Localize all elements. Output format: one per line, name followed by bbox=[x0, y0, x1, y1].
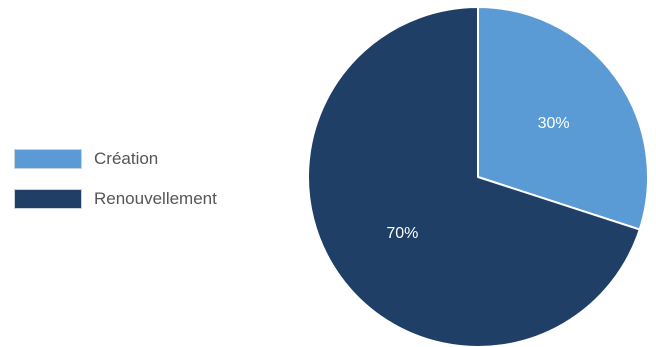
legend-label-creation: Création bbox=[94, 148, 159, 168]
pie-label-renouvellement: 70% bbox=[386, 225, 418, 242]
pie-label-creation: 30% bbox=[538, 115, 570, 132]
legend-swatch-renouvellement bbox=[14, 188, 82, 209]
legend-swatch-creation bbox=[14, 148, 82, 169]
legend-item-creation: Création bbox=[14, 146, 217, 171]
legend-label-renouvellement: Renouvellement bbox=[94, 188, 217, 208]
pie-slice-renouvellement bbox=[307, 6, 641, 347]
legend: Création Renouvellement bbox=[14, 146, 217, 226]
legend-item-renouvellement: Renouvellement bbox=[14, 186, 217, 211]
pie-slice-creation bbox=[477, 6, 649, 231]
